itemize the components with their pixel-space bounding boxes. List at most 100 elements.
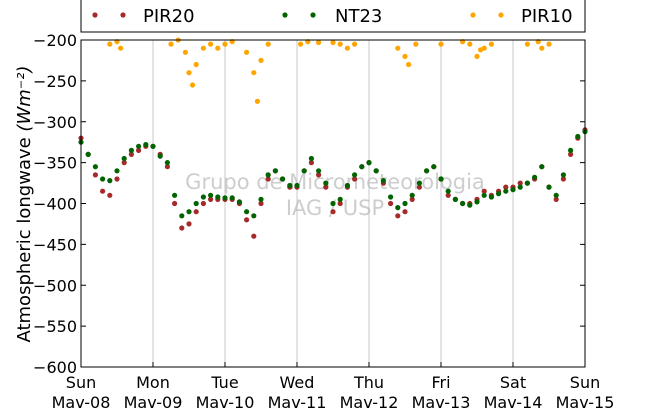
data-point-nt23 xyxy=(236,199,242,205)
data-point-nt23 xyxy=(244,209,250,215)
y-tick-label: −300 xyxy=(33,113,77,132)
data-point-pir20 xyxy=(172,200,178,207)
data-point-nt23 xyxy=(265,172,271,178)
data-point-nt23 xyxy=(85,151,91,157)
y-tick-label: −250 xyxy=(33,72,77,91)
data-point-pir20 xyxy=(107,192,113,198)
y-tick-label: −450 xyxy=(33,235,77,254)
data-point-pir10 xyxy=(344,45,350,51)
x-tick-day-label: Sun xyxy=(66,373,96,392)
data-point-nt23 xyxy=(388,194,394,200)
data-point-nt23 xyxy=(474,199,480,205)
data-point-nt23 xyxy=(445,188,451,194)
data-point-pir10 xyxy=(222,41,228,47)
data-point-pir10 xyxy=(251,70,257,76)
data-point-pir10 xyxy=(337,41,343,47)
data-point-nt23 xyxy=(337,196,343,202)
x-tick-date-label: Mav-13 xyxy=(412,393,471,409)
data-point-nt23 xyxy=(143,142,149,148)
data-points xyxy=(78,37,588,239)
x-tick-day-label: Wed xyxy=(280,373,315,392)
data-point-nt23 xyxy=(467,202,473,208)
data-point-pir20 xyxy=(352,176,358,182)
data-point-nt23 xyxy=(215,194,221,200)
data-point-nt23 xyxy=(157,153,163,159)
data-point-nt23 xyxy=(352,172,358,178)
data-point-pir20 xyxy=(258,200,264,207)
data-point-pir20 xyxy=(200,200,206,207)
data-point-pir20 xyxy=(409,196,415,202)
legend-marker-pir10 xyxy=(498,12,504,18)
data-point-nt23 xyxy=(186,209,192,215)
legend-marker-pir10 xyxy=(470,12,476,18)
data-point-pir10 xyxy=(352,41,358,47)
data-point-nt23 xyxy=(488,194,494,200)
x-tick-date-label: Mav-09 xyxy=(124,393,183,409)
data-point-nt23 xyxy=(280,176,286,182)
data-point-nt23 xyxy=(323,180,329,186)
data-point-nt23 xyxy=(424,168,430,174)
data-point-nt23 xyxy=(539,164,545,170)
data-point-nt23 xyxy=(114,168,120,174)
data-point-pir20 xyxy=(208,196,214,202)
data-point-nt23 xyxy=(359,164,365,170)
data-point-nt23 xyxy=(128,147,134,153)
legend-label-pir10: PIR10 xyxy=(521,6,573,27)
data-point-pir10 xyxy=(186,70,192,76)
data-point-pir20 xyxy=(251,233,257,239)
data-point-nt23 xyxy=(251,213,257,219)
data-point-pir20 xyxy=(100,188,106,194)
data-point-nt23 xyxy=(431,164,437,170)
x-tick-day-label: Thu xyxy=(353,373,384,392)
data-point-nt23 xyxy=(395,205,401,211)
data-point-pir20 xyxy=(330,209,336,215)
data-point-nt23 xyxy=(517,184,523,190)
data-point-pir20 xyxy=(128,151,134,157)
data-point-nt23 xyxy=(208,192,214,198)
data-point-nt23 xyxy=(121,155,127,162)
data-point-pir20 xyxy=(323,184,329,190)
data-point-pir20 xyxy=(416,184,422,190)
data-point-nt23 xyxy=(344,182,350,189)
x-tick-day-label: Mon xyxy=(136,373,170,392)
data-point-nt23 xyxy=(287,182,293,189)
data-point-nt23 xyxy=(481,192,487,198)
x-axis: SunMav-08MonMav-09TueMav-10WedMav-11ThuM… xyxy=(52,362,614,412)
data-point-nt23 xyxy=(409,192,415,198)
legend-label-nt23: NT23 xyxy=(335,6,382,27)
data-point-pir10 xyxy=(265,41,271,47)
data-point-pir20 xyxy=(395,213,401,219)
data-point-nt23 xyxy=(179,213,185,219)
data-point-pir20 xyxy=(265,176,271,182)
data-point-nt23 xyxy=(510,187,516,193)
data-point-nt23 xyxy=(294,182,300,189)
data-point-pir20 xyxy=(503,184,509,190)
legend-marker-pir20 xyxy=(92,12,98,18)
data-point-pir20 xyxy=(337,200,343,207)
legend: PIR20 NT23 PIR10 xyxy=(80,0,586,33)
data-point-pir20 xyxy=(186,221,192,227)
y-axis-title: Atmospheric longwave (Wm⁻²) xyxy=(14,65,35,342)
data-point-nt23 xyxy=(560,172,567,178)
data-point-pir10 xyxy=(546,41,552,47)
data-point-nt23 xyxy=(553,192,559,198)
data-point-nt23 xyxy=(308,155,314,162)
data-point-pir10 xyxy=(208,41,214,47)
data-point-nt23 xyxy=(524,180,531,186)
data-point-pir20 xyxy=(568,151,574,157)
data-point-nt23 xyxy=(258,196,264,202)
y-tick-label: −200 xyxy=(33,31,77,50)
data-point-nt23 xyxy=(164,160,170,166)
data-point-pir20 xyxy=(517,180,523,186)
data-point-pir10 xyxy=(539,45,545,51)
data-point-pir20 xyxy=(136,147,142,153)
data-point-pir10 xyxy=(244,49,250,55)
data-point-pir10 xyxy=(193,61,199,68)
data-point-pir20 xyxy=(388,200,394,207)
data-point-pir20 xyxy=(244,217,250,223)
data-point-nt23 xyxy=(136,143,142,149)
data-point-pir10 xyxy=(474,53,480,60)
data-point-pir20 xyxy=(164,164,170,170)
y-tick-label: −400 xyxy=(33,195,77,214)
